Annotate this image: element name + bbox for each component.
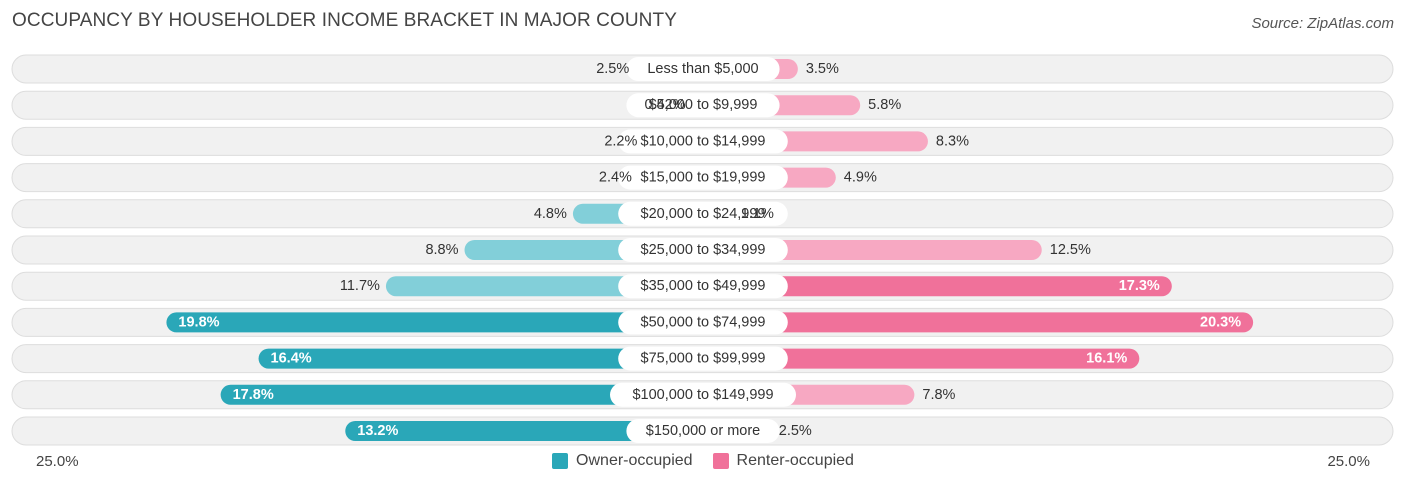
owner-bar (166, 312, 714, 333)
category-pill (626, 57, 780, 81)
bar-chart: Less than $5,000 2.5% 3.5% $5,000 to $9,999… (11, 54, 1394, 446)
category-label: $5,000 to $9,999 (649, 97, 758, 113)
category-label: $10,000 to $14,999 (641, 133, 766, 149)
legend-owner: Owner-occupied (552, 452, 693, 470)
renter-bar (693, 348, 1140, 369)
category-label: Less than $5,000 (647, 61, 758, 77)
renter-value-label: 20.3% (1200, 314, 1241, 330)
axis-right-label: 25.0% (1327, 453, 1370, 470)
legend-owner-label: Owner-occupied (576, 452, 693, 469)
owner-bar (220, 384, 713, 405)
owner-value-label: 2.2% (604, 133, 637, 149)
chart-title: OCCUPANCY BY HOUSEHOLDER INCOME BRACKET … (12, 10, 677, 31)
owner-bar (258, 348, 713, 369)
category-label: $75,000 to $99,999 (641, 351, 766, 367)
legend: Owner-occupied Renter-occupied (0, 452, 1406, 470)
renter-value-label: 1.1% (741, 206, 774, 222)
owner-value-label: 4.8% (534, 206, 567, 222)
category-pill (618, 129, 788, 154)
renter-bar (693, 276, 1172, 297)
owner-swatch (552, 453, 569, 469)
category-label: $35,000 to $49,999 (641, 278, 766, 294)
renter-value-label: 4.9% (844, 170, 877, 186)
owner-value-label: 13.2% (357, 423, 398, 439)
renter-value-label: 7.8% (922, 387, 955, 403)
renter-value-label: 2.5% (779, 423, 812, 439)
renter-value-label: 12.5% (1050, 242, 1091, 258)
renter-value-label: 3.5% (806, 61, 839, 77)
category-pill (618, 346, 788, 371)
category-label: $15,000 to $19,999 (641, 170, 766, 186)
category-label: $20,000 to $24,999 (641, 206, 766, 222)
category-pill (618, 238, 788, 262)
owner-value-label: 0.42% (644, 97, 685, 113)
owner-value-label: 16.4% (271, 351, 312, 367)
category-pill (618, 274, 788, 299)
category-pill (618, 310, 788, 335)
category-label: $150,000 or more (646, 423, 760, 439)
renter-bar (693, 312, 1254, 333)
owner-value-label: 2.4% (599, 170, 632, 186)
owner-value-label: 8.8% (425, 242, 458, 258)
category-label: $25,000 to $34,999 (641, 242, 766, 258)
category-pill (610, 382, 796, 407)
category-label: $100,000 to $149,999 (632, 387, 773, 403)
owner-value-label: 11.7% (340, 278, 380, 294)
category-pill (626, 419, 780, 443)
renter-value-label: 8.3% (936, 133, 969, 149)
owner-value-label: 19.8% (178, 314, 219, 330)
category-pill (618, 165, 788, 190)
renter-value-label: 16.1% (1086, 351, 1127, 367)
owner-value-label: 17.8% (233, 387, 274, 403)
category-pill (626, 93, 780, 118)
renter-swatch (712, 453, 729, 469)
owner-bar (345, 421, 713, 441)
renter-value-label: 17.3% (1119, 278, 1160, 294)
category-label: $50,000 to $74,999 (641, 314, 766, 330)
legend-renter-label: Renter-occupied (736, 452, 854, 469)
category-pill (618, 201, 788, 226)
owner-value-label: 2.5% (596, 61, 629, 77)
renter-value-label: 5.8% (868, 97, 901, 113)
axis-left-label: 25.0% (36, 453, 79, 470)
source-text: Source: ZipAtlas.com (1251, 15, 1394, 32)
legend-renter: Renter-occupied (712, 452, 854, 470)
